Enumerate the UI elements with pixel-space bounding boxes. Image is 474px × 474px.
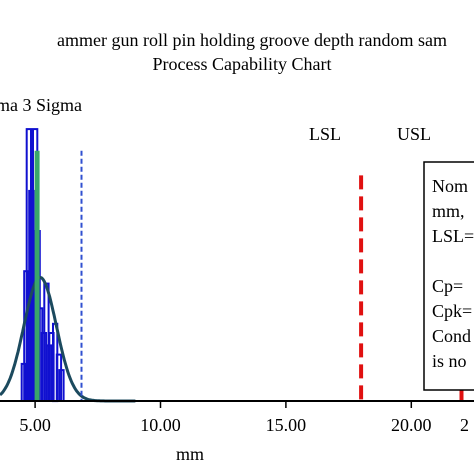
info-line: Cpk= <box>432 301 472 321</box>
x-tick-label: 2 <box>460 415 469 435</box>
x-tick-label: 5.00 <box>19 415 51 435</box>
info-line: Cp= <box>432 276 463 296</box>
usl-label: USL <box>397 124 431 144</box>
x-tick-label: 20.00 <box>391 415 432 435</box>
sigma-label: ma 3 Sigma <box>0 95 82 115</box>
info-line: LSL= <box>432 226 474 246</box>
chart-title: ammer gun roll pin holding groove depth … <box>57 30 447 50</box>
info-line: Cond <box>432 326 471 346</box>
info-box <box>423 161 474 391</box>
x-axis-ticks: 5.00 10.00 15.00 20.00 2 <box>19 401 469 435</box>
info-line: Nom <box>432 176 468 196</box>
chart-subtitle: Process Capability Chart <box>153 54 332 74</box>
normal-curve <box>0 276 136 403</box>
info-line: is no <box>432 351 467 371</box>
distribution-curve-layer <box>0 276 136 403</box>
info-text: Nom mm, LSL= Cp= Cpk= Cond is no <box>432 176 474 371</box>
histogram-bars <box>20 128 65 403</box>
reference-lines <box>34 150 464 401</box>
info-line: mm, <box>432 201 465 221</box>
x-tick-label: 15.00 <box>266 415 307 435</box>
x-tick-label: 10.00 <box>140 415 181 435</box>
x-axis-label: mm <box>176 444 204 464</box>
lsl-label: LSL <box>309 124 341 144</box>
